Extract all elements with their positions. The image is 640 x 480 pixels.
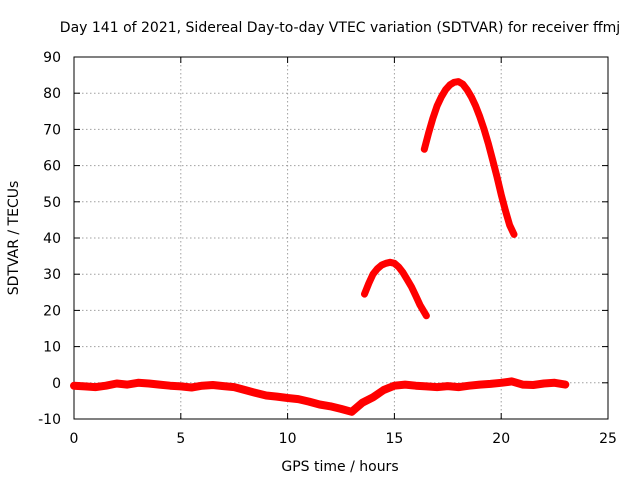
y-tick-label: -10 bbox=[38, 412, 61, 428]
grid-layer bbox=[74, 57, 608, 419]
y-axis-title: SDTVAR / TECUs bbox=[6, 181, 22, 296]
y-tick-label: 30 bbox=[43, 267, 61, 283]
y-tick-label: 70 bbox=[43, 122, 61, 138]
x-tick-label: 0 bbox=[70, 431, 79, 447]
y-tick-label: 0 bbox=[52, 376, 61, 392]
y-tick-label: 20 bbox=[43, 303, 61, 319]
x-axis-title: GPS time / hours bbox=[281, 459, 398, 475]
y-tick-label: 40 bbox=[43, 231, 61, 247]
chart-title: Day 141 of 2021, Sidereal Day-to-day VTE… bbox=[60, 20, 620, 36]
y-tick-label: 80 bbox=[43, 86, 61, 102]
x-tick-label: 20 bbox=[492, 431, 510, 447]
y-tick-label: 60 bbox=[43, 159, 61, 175]
tick-layer: 0 5 10 15 20 25 -10 0 10 20 30 40 50 60 70 80 90 bbox=[38, 50, 617, 447]
y-tick-label: 90 bbox=[43, 50, 61, 66]
x-tick-label: 25 bbox=[599, 431, 617, 447]
series-layer bbox=[70, 78, 570, 416]
series-line-baseline bbox=[70, 377, 570, 416]
x-tick-label: 5 bbox=[176, 431, 185, 447]
y-tick-label: 10 bbox=[43, 340, 61, 356]
series-line-arc-1 bbox=[361, 258, 430, 320]
x-tick-label: 10 bbox=[279, 431, 297, 447]
series-line-arc-2 bbox=[420, 78, 518, 238]
x-tick-label: 15 bbox=[385, 431, 403, 447]
y-tick-label: 50 bbox=[43, 195, 61, 211]
